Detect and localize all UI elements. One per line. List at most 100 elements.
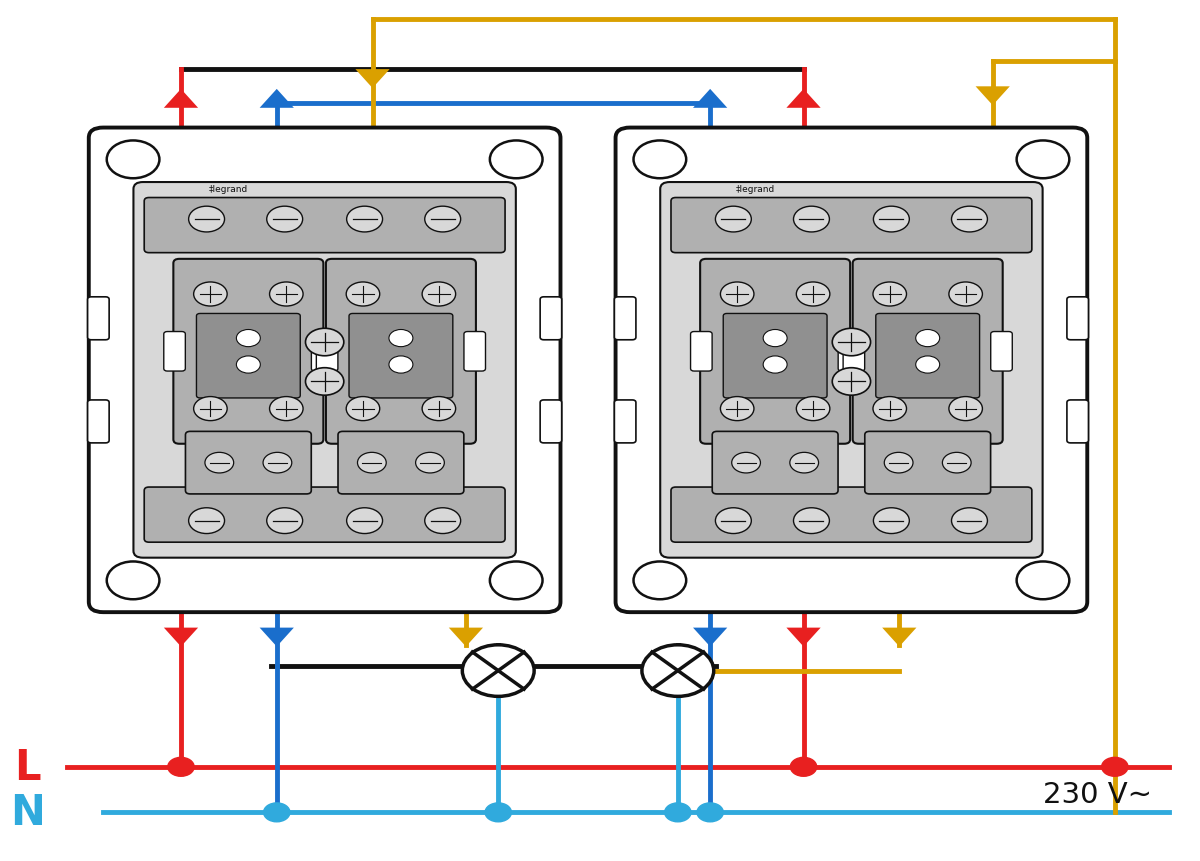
FancyBboxPatch shape [1067, 297, 1088, 340]
Circle shape [193, 282, 227, 307]
FancyBboxPatch shape [88, 297, 109, 340]
Circle shape [952, 508, 988, 534]
Polygon shape [449, 628, 484, 647]
Circle shape [490, 562, 542, 599]
FancyBboxPatch shape [197, 314, 300, 399]
Circle shape [236, 356, 260, 374]
FancyBboxPatch shape [865, 432, 991, 494]
Text: L: L [14, 746, 41, 788]
FancyBboxPatch shape [690, 332, 712, 372]
Circle shape [415, 453, 444, 474]
Polygon shape [259, 90, 294, 108]
FancyBboxPatch shape [326, 259, 476, 444]
FancyBboxPatch shape [876, 314, 979, 399]
Circle shape [872, 397, 906, 421]
Circle shape [697, 803, 724, 822]
Circle shape [1016, 562, 1069, 599]
FancyBboxPatch shape [338, 432, 464, 494]
Circle shape [732, 453, 761, 474]
Circle shape [168, 758, 194, 777]
FancyBboxPatch shape [88, 400, 109, 443]
Circle shape [422, 282, 456, 307]
Circle shape [306, 329, 343, 356]
Circle shape [949, 282, 983, 307]
FancyBboxPatch shape [89, 128, 560, 612]
Circle shape [346, 282, 379, 307]
Circle shape [270, 397, 304, 421]
Polygon shape [694, 90, 727, 108]
Circle shape [949, 397, 983, 421]
Polygon shape [976, 87, 1010, 106]
Circle shape [874, 508, 910, 534]
FancyBboxPatch shape [616, 128, 1087, 612]
FancyBboxPatch shape [133, 183, 516, 558]
Circle shape [422, 397, 456, 421]
Circle shape [188, 207, 224, 232]
Circle shape [942, 453, 971, 474]
FancyBboxPatch shape [724, 314, 827, 399]
FancyBboxPatch shape [540, 400, 562, 443]
FancyBboxPatch shape [144, 198, 505, 253]
Circle shape [634, 562, 686, 599]
Circle shape [425, 508, 461, 534]
FancyBboxPatch shape [671, 487, 1032, 542]
Circle shape [872, 282, 906, 307]
Circle shape [797, 282, 830, 307]
FancyBboxPatch shape [614, 297, 636, 340]
FancyBboxPatch shape [540, 297, 562, 340]
Circle shape [720, 282, 754, 307]
Circle shape [763, 330, 787, 347]
Text: ‡legrand: ‡legrand [736, 185, 775, 195]
FancyBboxPatch shape [1067, 400, 1088, 443]
Circle shape [306, 369, 343, 396]
FancyBboxPatch shape [186, 432, 311, 494]
Polygon shape [259, 628, 294, 647]
FancyBboxPatch shape [838, 332, 859, 372]
FancyBboxPatch shape [464, 332, 486, 372]
Text: N: N [11, 791, 46, 833]
Polygon shape [786, 90, 821, 108]
FancyBboxPatch shape [700, 259, 850, 444]
Circle shape [916, 356, 940, 374]
Circle shape [425, 207, 461, 232]
Circle shape [791, 758, 817, 777]
Circle shape [462, 645, 534, 697]
Circle shape [389, 356, 413, 374]
FancyBboxPatch shape [713, 432, 838, 494]
Circle shape [665, 803, 691, 822]
Circle shape [270, 282, 304, 307]
Circle shape [1016, 141, 1069, 179]
Circle shape [797, 397, 830, 421]
FancyBboxPatch shape [660, 183, 1043, 558]
Circle shape [833, 329, 870, 356]
Circle shape [790, 453, 818, 474]
FancyBboxPatch shape [163, 332, 185, 372]
Polygon shape [882, 628, 917, 647]
Circle shape [107, 562, 160, 599]
Circle shape [347, 508, 383, 534]
Circle shape [952, 207, 988, 232]
Circle shape [884, 453, 913, 474]
Circle shape [266, 207, 302, 232]
FancyBboxPatch shape [853, 259, 1003, 444]
Circle shape [763, 356, 787, 374]
Circle shape [264, 803, 290, 822]
Circle shape [193, 397, 227, 421]
FancyBboxPatch shape [317, 332, 338, 372]
Circle shape [188, 508, 224, 534]
Circle shape [485, 803, 511, 822]
FancyBboxPatch shape [844, 332, 865, 372]
FancyBboxPatch shape [671, 198, 1032, 253]
FancyBboxPatch shape [991, 332, 1013, 372]
Text: 230 V∼: 230 V∼ [1043, 780, 1152, 808]
Circle shape [358, 453, 386, 474]
FancyBboxPatch shape [173, 259, 323, 444]
FancyBboxPatch shape [144, 487, 505, 542]
Circle shape [874, 207, 910, 232]
Circle shape [715, 207, 751, 232]
Circle shape [793, 508, 829, 534]
Circle shape [205, 453, 234, 474]
Circle shape [634, 141, 686, 179]
Circle shape [720, 397, 754, 421]
Circle shape [642, 645, 714, 697]
